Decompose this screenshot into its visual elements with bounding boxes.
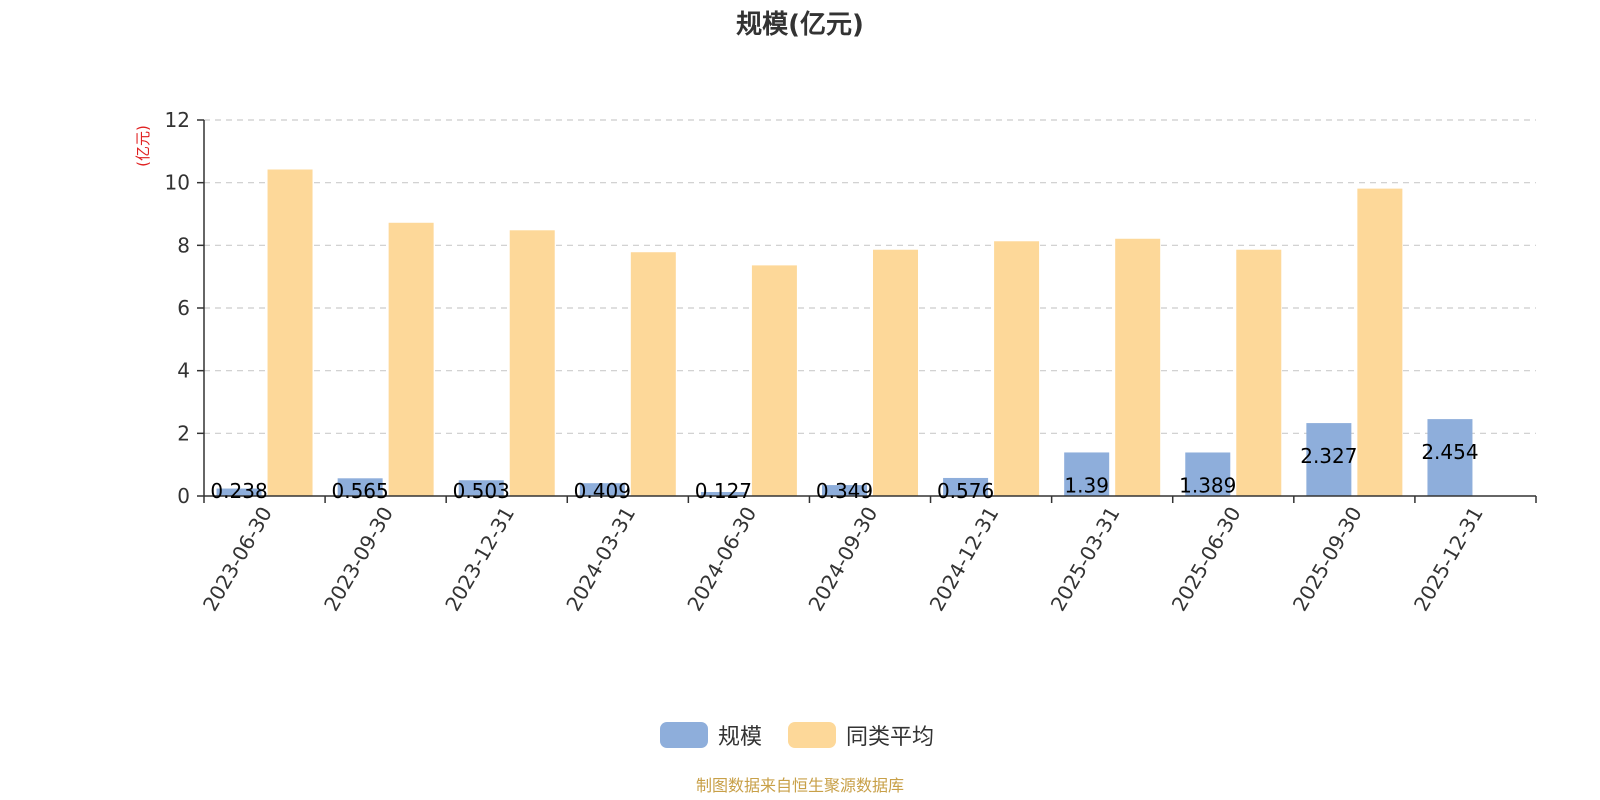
data-label: 2.327 (1300, 444, 1357, 468)
bar-peer-average[interactable] (1236, 249, 1282, 496)
data-label: 0.565 (332, 479, 389, 503)
bar-peer-average[interactable] (873, 249, 918, 496)
data-label: 2.454 (1421, 440, 1478, 464)
data-labels: 0.238 0.565 0.503 0.409 0.127 0.349 0.576 1.39 1… (210, 440, 1478, 503)
legend-label[interactable]: 同类平均 (846, 725, 934, 750)
bar-peer-average[interactable] (267, 169, 313, 497)
data-source-note: 制图数据来自恒生聚源数据库 (696, 776, 904, 795)
y-tick-label: 4 (177, 359, 190, 383)
bar-scale[interactable] (822, 485, 867, 496)
bar-peer-average[interactable] (1115, 238, 1161, 496)
chart-title: 规模(亿元) (736, 10, 864, 40)
bar-peer-average[interactable] (388, 222, 434, 497)
bar-peer-average[interactable] (1357, 188, 1403, 496)
legend-label[interactable]: 规模 (718, 725, 762, 750)
x-tick-label: 2025-12-31 (1409, 503, 1488, 616)
bars (216, 169, 1473, 497)
data-label: 0.409 (574, 479, 631, 503)
legend[interactable]: 规模 同类平均 (660, 722, 934, 750)
x-axis-ticks: 2023-06-30 2023-09-30 2023-12-31 2024-03-31… (198, 503, 1488, 616)
x-tick-label: 2023-12-31 (440, 503, 519, 616)
bar-scale[interactable] (1185, 452, 1231, 496)
y-tick-label: 10 (165, 171, 190, 195)
y-tick-label: 6 (177, 296, 190, 320)
bar-peer-average[interactable] (509, 230, 555, 496)
data-label: 1.389 (1179, 473, 1236, 497)
data-label: 0.349 (816, 479, 873, 503)
y-tick-label: 8 (177, 233, 190, 257)
x-tick-label: 2023-09-30 (319, 503, 398, 616)
bar-scale[interactable] (337, 478, 383, 496)
x-tick-label: 2024-03-31 (561, 503, 640, 616)
bar-peer-average[interactable] (994, 241, 1040, 496)
bar-scale[interactable] (216, 488, 262, 496)
data-label: 0.503 (453, 479, 510, 503)
legend-swatch[interactable] (660, 722, 708, 748)
axes (197, 119, 1537, 503)
bar-scale[interactable] (943, 477, 989, 496)
data-label: 1.39 (1064, 473, 1109, 497)
data-label: 0.576 (937, 479, 994, 503)
bar-peer-average[interactable] (630, 252, 676, 496)
x-tick-label: 2025-03-31 (1046, 503, 1125, 616)
bar-scale[interactable] (1306, 423, 1352, 496)
x-tick-label: 2024-12-31 (925, 503, 1004, 616)
bar-scale[interactable] (579, 483, 625, 496)
y-axis-unit-label: (亿元) (134, 125, 152, 167)
y-tick-label: 0 (177, 484, 190, 508)
x-tick-label: 2025-06-30 (1167, 503, 1246, 616)
y-tick-label: 12 (165, 108, 190, 132)
x-tick-label: 2024-09-30 (803, 503, 882, 616)
bar-peer-average[interactable] (751, 265, 797, 496)
legend-swatch[interactable] (788, 722, 836, 748)
bar-scale[interactable] (1064, 452, 1110, 496)
data-label: 0.238 (210, 479, 267, 503)
bar-scale[interactable] (700, 492, 746, 496)
y-tick-label: 2 (177, 421, 190, 445)
bar-scale[interactable] (458, 480, 504, 496)
data-label: 0.127 (695, 479, 752, 503)
x-tick-label: 2025-09-30 (1288, 503, 1367, 616)
x-tick-label: 2024-06-30 (682, 503, 761, 616)
x-tick-label: 2023-06-30 (198, 503, 277, 616)
bar-scale[interactable] (1427, 419, 1473, 496)
y-axis-ticks: 0 2 4 6 8 10 12 (165, 108, 190, 508)
